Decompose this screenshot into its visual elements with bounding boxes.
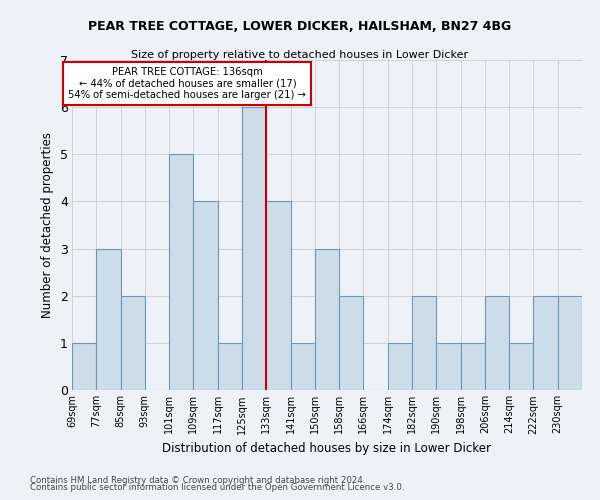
Bar xyxy=(509,343,533,390)
Bar xyxy=(315,248,339,390)
Bar xyxy=(218,343,242,390)
Bar xyxy=(339,296,364,390)
Bar xyxy=(290,343,315,390)
Bar xyxy=(461,343,485,390)
Text: Contains HM Land Registry data © Crown copyright and database right 2024.: Contains HM Land Registry data © Crown c… xyxy=(30,476,365,485)
Bar xyxy=(169,154,193,390)
Bar xyxy=(412,296,436,390)
Bar xyxy=(533,296,558,390)
Bar xyxy=(485,296,509,390)
Y-axis label: Number of detached properties: Number of detached properties xyxy=(41,132,54,318)
Text: Size of property relative to detached houses in Lower Dicker: Size of property relative to detached ho… xyxy=(131,50,469,60)
Bar xyxy=(72,343,96,390)
X-axis label: Distribution of detached houses by size in Lower Dicker: Distribution of detached houses by size … xyxy=(163,442,491,455)
Bar xyxy=(96,248,121,390)
Bar xyxy=(242,107,266,390)
Bar xyxy=(436,343,461,390)
Text: PEAR TREE COTTAGE: 136sqm
← 44% of detached houses are smaller (17)
54% of semi-: PEAR TREE COTTAGE: 136sqm ← 44% of detac… xyxy=(68,67,306,100)
Text: PEAR TREE COTTAGE, LOWER DICKER, HAILSHAM, BN27 4BG: PEAR TREE COTTAGE, LOWER DICKER, HAILSHA… xyxy=(88,20,512,33)
Bar xyxy=(121,296,145,390)
Bar xyxy=(266,202,290,390)
Text: Contains public sector information licensed under the Open Government Licence v3: Contains public sector information licen… xyxy=(30,484,404,492)
Bar xyxy=(388,343,412,390)
Bar xyxy=(558,296,582,390)
Bar xyxy=(193,202,218,390)
